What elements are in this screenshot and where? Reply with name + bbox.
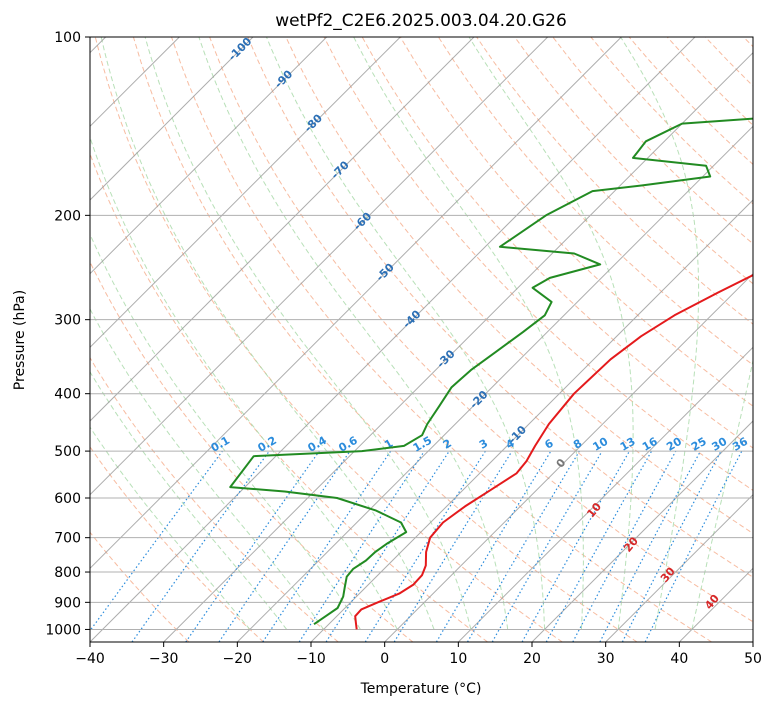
dry-adiabat [399, 37, 753, 407]
temperature-line [354, 273, 753, 630]
x-axis: −40 −30 −20 −10 0 10 20 30 40 50 [75, 642, 762, 667]
isotherm [384, 272, 753, 642]
dry-adiabat [361, 37, 753, 449]
moist-adiabat [100, 37, 435, 630]
x-axis-label: Temperature (°C) [360, 681, 482, 697]
dry-adiabat [514, 37, 753, 285]
dry-adiabat [90, 356, 339, 642]
moist-adiabat [198, 37, 509, 630]
mixing-ratio-line [325, 450, 450, 642]
isotherm [90, 37, 254, 201]
dry-adiabat [90, 446, 264, 642]
y-tick-label: 1000 [45, 622, 81, 638]
dry-adiabat [94, 37, 563, 642]
x-tick-label: −40 [75, 651, 105, 667]
isotherm [457, 346, 753, 642]
isotherm [236, 125, 753, 642]
dry-adiabat [247, 37, 753, 578]
y-tick-label: 300 [54, 313, 81, 329]
dry-adiabat [323, 37, 753, 491]
isotherm [90, 37, 622, 570]
moist-adiabat [468, 37, 634, 630]
mixing-ratio-line [644, 450, 743, 642]
y-tick-label: 500 [54, 444, 81, 460]
pressure-grid [90, 37, 753, 630]
moist-adiabat [90, 308, 324, 630]
x-tick-label: 20 [523, 651, 541, 667]
isotherm [531, 420, 753, 642]
x-tick-label: 50 [744, 651, 762, 667]
plot-area [90, 37, 753, 642]
isotherm [310, 199, 753, 642]
isotherm [90, 37, 549, 496]
y-axis-label: Pressure (hPa) [12, 290, 28, 390]
moist-adiabat [266, 37, 546, 630]
mixing-ratio-line [218, 450, 351, 642]
mixing-ratio-line [90, 450, 223, 632]
isotherm [90, 37, 401, 349]
x-tick-label: 30 [597, 651, 615, 667]
y-tick-label: 200 [54, 208, 81, 224]
y-axis: 100 200 300 400 500 600 700 800 900 1000 [45, 30, 90, 638]
profile-series [229, 117, 753, 630]
isotherm [605, 493, 753, 642]
mixing-ratio-line [185, 450, 320, 642]
dry-adiabat [90, 152, 488, 642]
mixing-ratio-line [131, 450, 270, 642]
dry-adiabat [437, 37, 753, 366]
isotherm [90, 37, 696, 642]
moist-adiabat [620, 37, 700, 630]
y-tick-label: 400 [54, 387, 81, 403]
x-tick-label: 10 [449, 651, 467, 667]
mixing-ratio-line [521, 450, 631, 642]
mixing-ratio-line [572, 450, 677, 642]
dry-adiabat [132, 37, 638, 642]
y-tick-label: 700 [54, 531, 81, 547]
y-tick-label: 800 [54, 565, 81, 581]
x-tick-label: −20 [223, 651, 253, 667]
background-lines [90, 37, 753, 642]
x-tick-label: 40 [670, 651, 688, 667]
chart-title: wetPf2_C2E6.2025.003.04.20.G26 [275, 11, 567, 31]
y-tick-label: 600 [54, 491, 81, 507]
isotherm [90, 37, 475, 422]
moist-adiabat [90, 233, 361, 630]
moist-adiabat [353, 37, 584, 630]
x-tick-label: −10 [296, 651, 326, 667]
isotherm [163, 51, 753, 642]
moist-adiabat [691, 358, 753, 630]
dry-adiabat [90, 531, 190, 642]
mixing-ratio-line [545, 450, 653, 642]
mixing-ratio-line [262, 450, 392, 642]
isotherm [90, 37, 328, 275]
dry-adiabat [285, 37, 753, 535]
plot-frame [89, 36, 754, 643]
moist-adiabat [90, 135, 398, 630]
dewpoint-line [229, 117, 753, 626]
x-tick-label: −30 [149, 651, 179, 667]
mixing-ratio-labels: 0.1 0.2 0.4 0.6 1 1.5 2 3 4 6 8 10 13 16 20 25 30 36 [209, 434, 751, 455]
y-tick-label: 900 [54, 595, 81, 611]
y-tick-label: 100 [54, 30, 81, 46]
mixing-ratio-line [298, 450, 425, 642]
x-tick-label: 0 [380, 651, 389, 667]
dry-adiabat [209, 37, 753, 623]
